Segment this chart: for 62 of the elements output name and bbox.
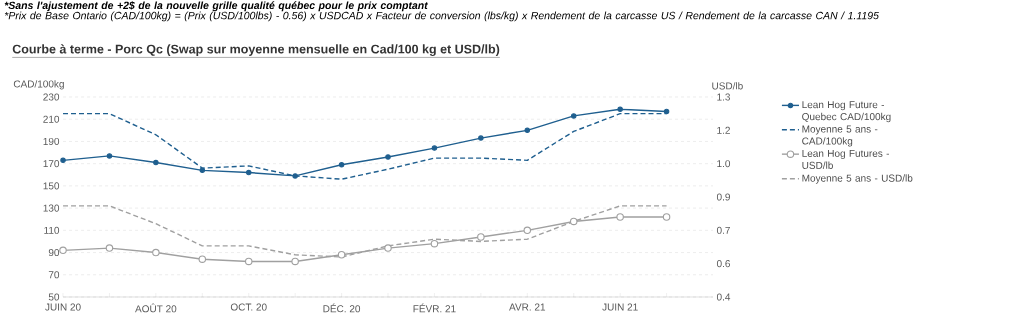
x-tick-label: AOÛT 20 [135,303,177,313]
y2-tick-label: 1.0 [717,160,731,168]
x-tick-label: OCT. 20 [230,303,267,311]
y2-tick-label: 0.7 [716,226,730,234]
y-axis-title: CAD/100kg [13,80,64,90]
y2-tick-label: 1.3 [717,93,730,101]
point [524,127,531,134]
y-tick-label: 50 [48,293,60,301]
y2-tick-label: 0.4 [716,293,731,301]
point [244,257,253,266]
point [662,213,671,221]
x-tick-label: JUIN 21 [602,303,638,311]
point [337,251,346,259]
point [199,167,206,174]
point [60,157,66,164]
y-tick-label: 130 [43,204,60,212]
y2-tick-label: 0.9 [716,193,730,201]
y-tick-label: 90 [48,249,60,257]
y-tick-label: 230 [43,93,60,101]
point [523,226,532,235]
point [616,213,624,221]
y2-tick-label: 1.2 [717,126,730,134]
x-tick-label: DÉC. 20 [323,303,361,313]
chart-title: Courbe à terme - Porc Qc (Swap sur moyenne mensuelle en Cad/100 kg et USD/lb) [12,44,500,57]
point [291,257,299,266]
y2-tick-label: 0.6 [716,260,730,268]
point [617,106,623,112]
y-tick-label: 170 [43,160,60,168]
point [384,244,392,252]
legend-label: Moyenne 5 ans - CAD/100kg [802,125,878,147]
y2-axis-title: USD/lb [712,82,743,90]
point [338,162,345,168]
y-tick-label: 190 [43,137,60,145]
legend-label: Lean Hog Future - Quebec CAD/100kg [802,101,891,123]
y-tick-label: 110 [44,226,60,234]
y-tick-label: 210 [43,115,60,123]
point [106,153,113,159]
point [570,113,577,119]
point [478,135,484,141]
text: *Sans l'ajustement de +2$ de la nouvelle grille qualité québec pour le prix comptant [4,1,429,12]
point [152,248,160,257]
x-tick-label: JUIN 20 [45,303,81,311]
point [569,217,578,226]
x-tick-label: AVR. 21 [509,303,546,311]
legend-label: Lean Hog Futures - USD/lb [802,149,890,169]
point [105,244,114,252]
line-series [63,205,668,259]
point [430,239,439,248]
point [431,145,438,151]
point [663,108,670,115]
point [385,154,391,160]
point [59,246,67,255]
text: *Prix de Base Ontario (CAD/100kg) = (Prix (USD/100lbs) - 0.56) x USDCAD x Facteur de conversion (lbs/kg) x Rendement de la carcasse US / Rendement de la carcasse CAN / 1.1195 [4,11,879,22]
x-tick-label: FÉVR. 21 [413,303,456,313]
y-tick-label: 70 [48,271,60,279]
point [198,255,207,263]
point [292,173,298,179]
y-tick-label: 150 [43,182,60,190]
point [153,159,159,166]
point [477,233,485,241]
legend-label: Moyenne 5 ans - USD/lb [802,174,913,184]
point [245,169,252,176]
